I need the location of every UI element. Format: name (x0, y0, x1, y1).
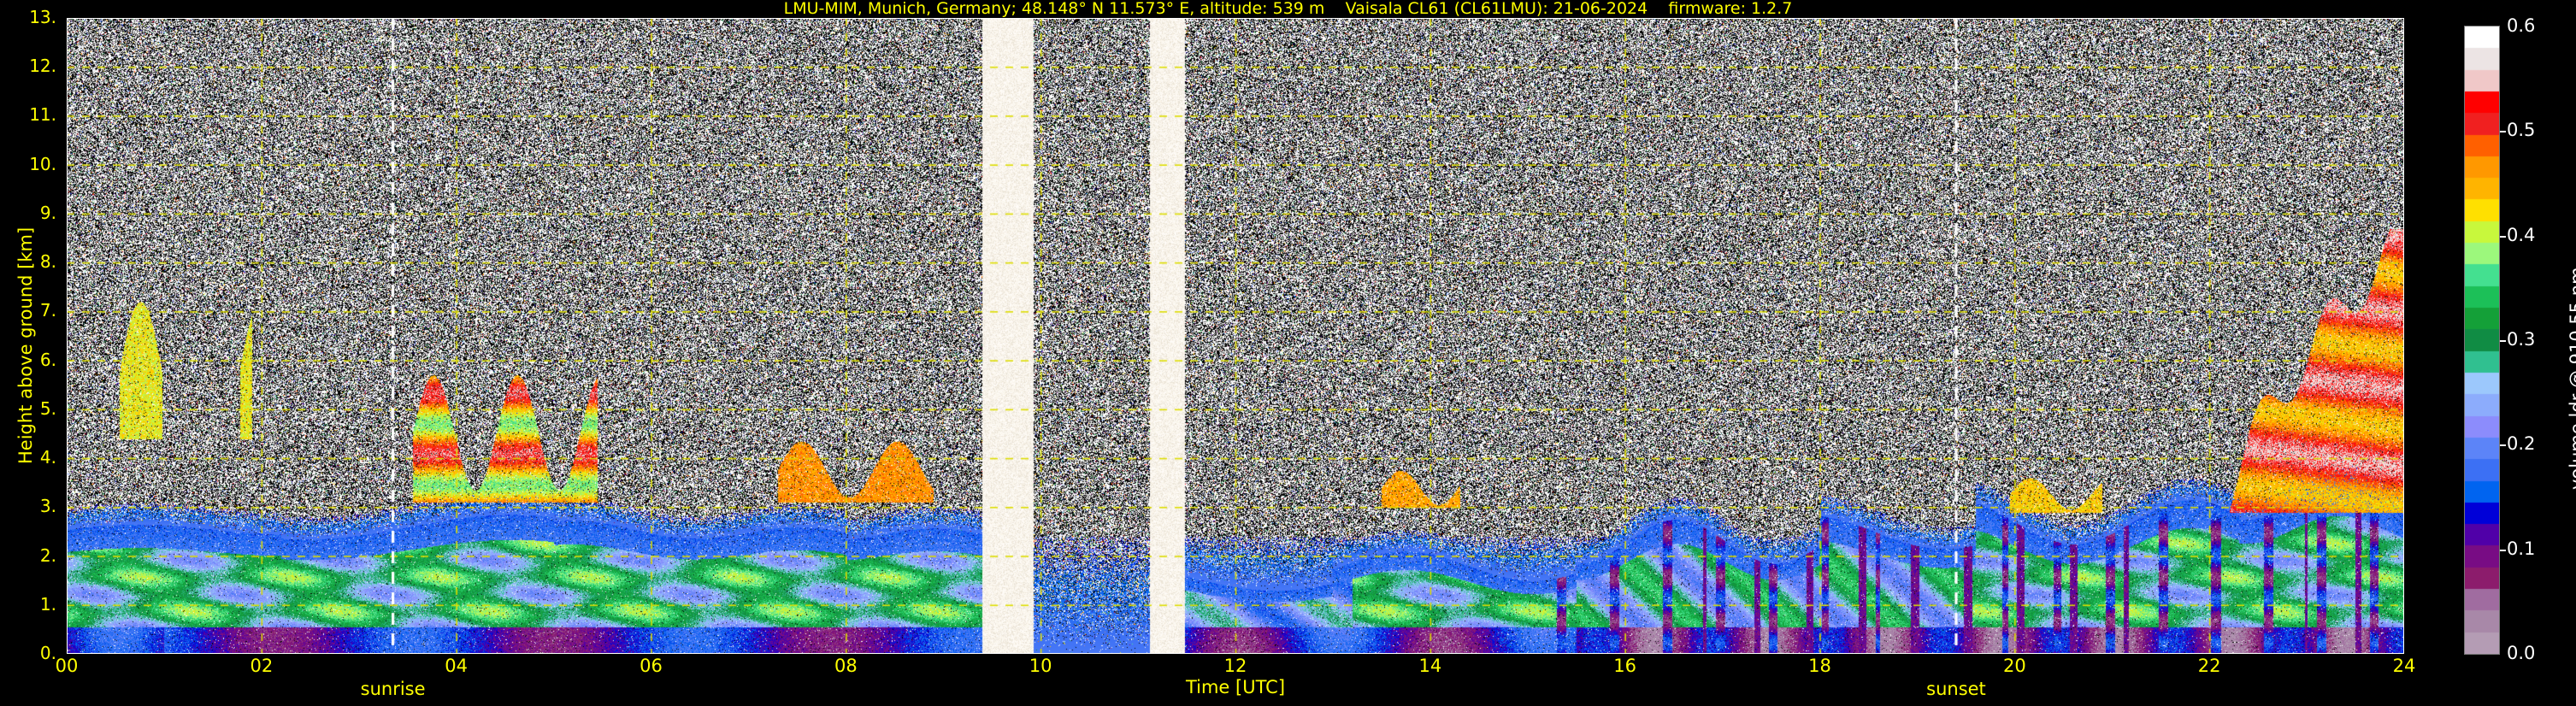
y-tick-5: 5. (39, 397, 56, 419)
y-tick-3: 3. (39, 496, 56, 517)
colorbar-tick-0-4: 0.4 (2507, 224, 2536, 245)
heatmap-plot-area[interactable] (67, 18, 2404, 654)
x-tick-12: 12 (1223, 656, 1247, 676)
lidar-depolarization-heatmap (67, 18, 2404, 654)
y-tick-8: 8. (39, 251, 56, 273)
colorbar-tickmark (2500, 340, 2506, 342)
colorbar-tick-0-6: 0.6 (2507, 15, 2536, 36)
y-tick-7: 7. (39, 300, 56, 321)
y-tick-11: 11. (29, 104, 56, 126)
y-tick-0: 0. (39, 643, 56, 663)
y-tick-1: 1. (39, 593, 56, 615)
x-tick-24: 24 (2392, 656, 2416, 676)
y-tick-13: 13. (29, 7, 56, 27)
colorbar-tickmark (2500, 444, 2506, 447)
event-label-sunset: sunset (1926, 679, 1986, 699)
colorbar-tickmark (2500, 549, 2506, 551)
y-tick-4: 4. (39, 447, 56, 468)
x-tick-22: 22 (2197, 656, 2221, 676)
y-tick-6: 6. (39, 349, 56, 370)
x-tick-04: 04 (445, 656, 469, 676)
x-tick-08: 08 (834, 656, 858, 676)
x-tick-06: 06 (640, 656, 663, 676)
x-tick-00: 00 (55, 656, 79, 676)
x-tick-20: 20 (2002, 656, 2026, 676)
colorbar-label: volume ldr @ 910.55 nm (2567, 267, 2576, 490)
y-tick-9: 9. (39, 202, 56, 223)
x-axis-label: Time [UTC] (1185, 677, 1286, 697)
colorbar-tick-0-0: 0.0 (2507, 643, 2536, 663)
colorbar-tick-0-5: 0.5 (2507, 120, 2536, 141)
y-tick-12: 12. (29, 56, 56, 77)
colorbar-tick-0-1: 0.1 (2507, 538, 2536, 559)
figure-title: LMU-MIM, Munich, Germany; 48.148° N 11.5… (783, 0, 1793, 18)
colorbar (2465, 26, 2499, 654)
y-tick-10: 10. (29, 153, 56, 174)
x-tick-18: 18 (1808, 656, 1831, 676)
colorbar-tickmark (2500, 235, 2506, 238)
x-tick-02: 02 (250, 656, 274, 676)
y-tick-2: 2. (39, 544, 56, 566)
x-tick-14: 14 (1418, 656, 1442, 676)
colorbar-tickmark (2500, 131, 2506, 133)
x-tick-16: 16 (1613, 656, 1637, 676)
colorbar-tick-0-2: 0.2 (2507, 433, 2536, 455)
x-tick-10: 10 (1029, 656, 1052, 676)
colorbar-tick-0-3: 0.3 (2507, 329, 2536, 350)
event-label-sunrise: sunrise (360, 679, 426, 699)
